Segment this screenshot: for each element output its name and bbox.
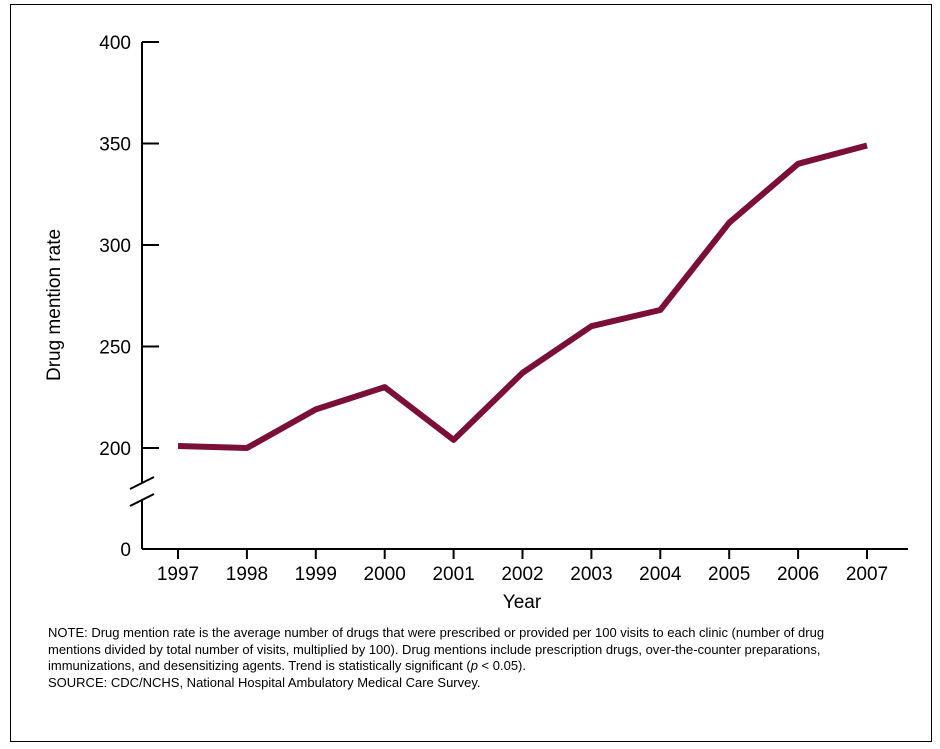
y-tick-label: 300 — [99, 236, 131, 257]
x-axis-title: Year — [503, 592, 542, 613]
y-tick-label: 400 — [99, 33, 131, 54]
x-tick-label: 1998 — [226, 564, 268, 585]
y-axis-title: Drug mention rate — [44, 229, 65, 381]
note-text: NOTE: Drug mention rate is the average n… — [48, 625, 878, 675]
y-tick-label: 200 — [99, 439, 131, 460]
series-layer — [177, 142, 868, 451]
x-tick-label: 1997 — [157, 564, 199, 585]
source-text: SOURCE: CDC/NCHS, National Hospital Ambu… — [48, 674, 481, 690]
x-tick-label: 2007 — [846, 564, 888, 585]
note-text-end: < 0.05). — [477, 658, 526, 673]
x-tick-label: 2002 — [501, 564, 543, 585]
y-tick-label: 350 — [99, 135, 131, 156]
figure-notes: NOTE: Drug mention rate is the average n… — [48, 625, 878, 691]
figure-frame — [10, 4, 932, 742]
x-tick-label: 2001 — [432, 564, 474, 585]
series-line — [177, 142, 868, 451]
x-tick-label: 2004 — [639, 564, 682, 585]
x-tick-label: 1999 — [295, 564, 337, 585]
y-tick-label: 250 — [99, 338, 131, 359]
y-axis: 0 200 250 300 350 400 — [99, 33, 159, 561]
p-symbol: p — [470, 658, 478, 673]
axis-break-mark — [129, 476, 155, 490]
axis-break-mark — [129, 493, 155, 507]
line-chart: 0 200 250 300 350 400 1997 1998 1999 2000 2001 200… — [44, 33, 908, 613]
x-tick-label: 2003 — [570, 564, 612, 585]
y-tick-label: 0 — [120, 540, 131, 561]
x-tick-label: 2000 — [364, 564, 406, 585]
x-tick-label: 2005 — [708, 564, 750, 585]
x-axis: 1997 1998 1999 2000 2001 2002 2003 2004 2005 2006… — [142, 548, 908, 585]
note-text-main: NOTE: Drug mention rate is the average n… — [48, 625, 825, 673]
x-tick-label: 2006 — [777, 564, 819, 585]
